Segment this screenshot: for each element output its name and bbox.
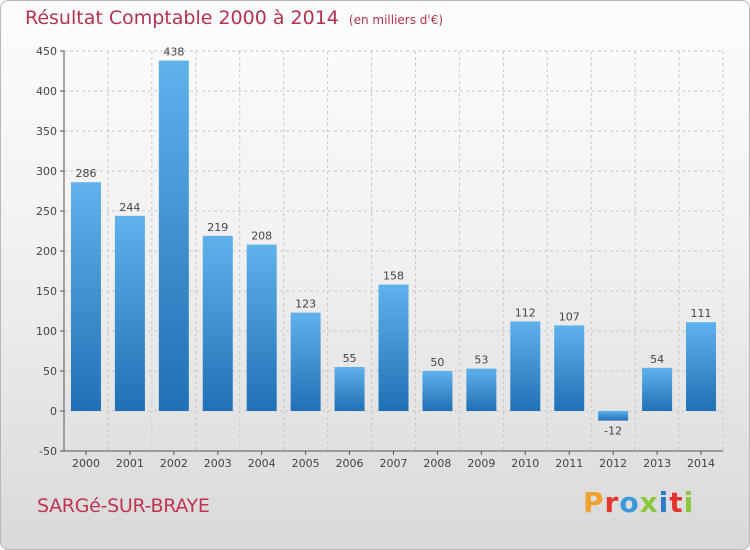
x-tick-label: 2013 — [643, 457, 671, 470]
y-tick-label: 50 — [43, 365, 57, 378]
x-tick-label: 2002 — [160, 457, 188, 470]
chart-title: Résultat Comptable 2000 à 2014 (en millie… — [25, 7, 443, 29]
data-label: 50 — [430, 356, 444, 369]
logo-letter: P — [583, 486, 605, 519]
data-label: 286 — [75, 167, 96, 180]
chart-subtitle: (en milliers d'€) — [348, 13, 444, 27]
bar-2004 — [246, 244, 277, 411]
data-label: -12 — [604, 425, 622, 438]
logo-letter: t — [669, 486, 684, 519]
data-label: 55 — [343, 352, 357, 365]
bar-2006 — [334, 367, 365, 411]
y-tick-label: 350 — [36, 125, 57, 138]
y-tick-label: 100 — [36, 325, 57, 338]
x-tick-label: 2000 — [72, 457, 100, 470]
x-tick-label: 2006 — [336, 457, 364, 470]
bar-2012 — [598, 411, 629, 421]
data-label: 244 — [119, 201, 140, 214]
logo-letter: o — [619, 486, 640, 519]
bar-2008 — [422, 371, 453, 411]
y-tick-label: 300 — [36, 165, 57, 178]
data-label: 123 — [295, 298, 316, 311]
bar-2013 — [642, 367, 673, 411]
x-tick-label: 2010 — [511, 457, 539, 470]
y-tick-label: 200 — [36, 245, 57, 258]
data-label: 219 — [207, 221, 228, 234]
bar-2009 — [466, 368, 497, 411]
data-label: 107 — [559, 310, 580, 323]
x-tick-label: 2008 — [423, 457, 451, 470]
x-tick-label: 2014 — [687, 457, 715, 470]
bars — [70, 60, 717, 421]
data-label: 112 — [515, 306, 536, 319]
data-label: 438 — [163, 46, 184, 59]
logo-letter: r — [604, 486, 620, 519]
bar-2001 — [114, 215, 145, 411]
bar-2007 — [378, 284, 409, 411]
x-tick-label: 2001 — [116, 457, 144, 470]
y-tick-label: 150 — [36, 285, 57, 298]
y-tick-label: 450 — [36, 45, 57, 58]
bar-2010 — [510, 321, 541, 411]
y-tick-label: 0 — [50, 405, 57, 418]
y-tick-label: 400 — [36, 85, 57, 98]
bar-2000 — [70, 182, 101, 411]
bar-2005 — [290, 312, 321, 411]
bar-2003 — [202, 235, 233, 411]
bar-2014 — [686, 322, 717, 411]
logo-letter: i — [683, 486, 695, 519]
x-tick-label: 2009 — [467, 457, 495, 470]
x-tick-label: 2003 — [204, 457, 232, 470]
bar-2011 — [554, 325, 585, 411]
place-name: SARGé-SUR-BRAYE — [37, 495, 210, 517]
y-tick-label: 250 — [36, 205, 57, 218]
x-tick-label: 2011 — [555, 457, 583, 470]
data-label: 53 — [474, 354, 488, 367]
logo-letter: i — [658, 486, 670, 519]
x-tick-label: 2012 — [599, 457, 627, 470]
data-label: 158 — [383, 270, 404, 283]
data-labels: 286 244 438 219 208 123 55 158 50 53 112 107 -12 54 11… — [75, 46, 711, 438]
x-tick-label: 2004 — [248, 457, 276, 470]
x-tick-label: 2005 — [292, 457, 320, 470]
x-tick-label: 2007 — [380, 457, 408, 470]
data-label: 208 — [251, 230, 272, 243]
data-label: 111 — [691, 307, 712, 320]
chart-title-text: Résultat Comptable 2000 à 2014 — [25, 7, 339, 29]
y-tick-label: -50 — [39, 445, 57, 458]
data-label: 54 — [650, 353, 664, 366]
proxiti-logo: Proxiti — [583, 486, 694, 519]
bar-2002 — [158, 60, 189, 411]
logo-letter: x — [639, 486, 659, 519]
